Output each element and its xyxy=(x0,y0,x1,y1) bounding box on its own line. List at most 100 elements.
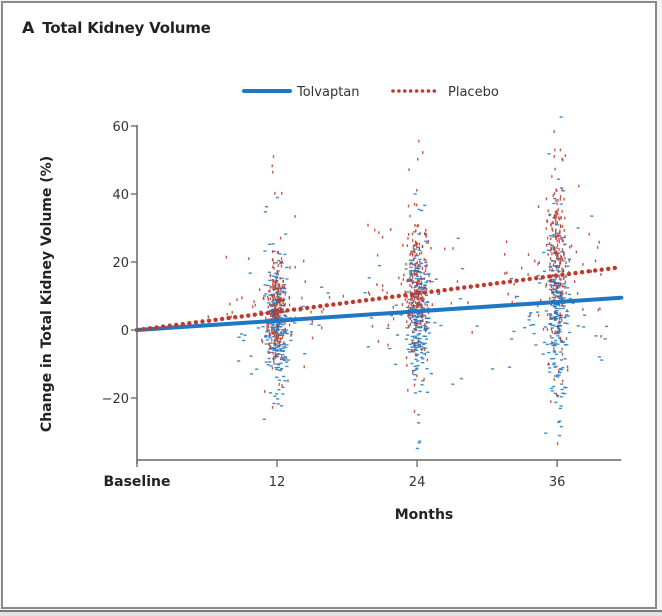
placebo-point xyxy=(304,280,307,284)
placebo-point xyxy=(559,312,561,316)
tolvaptan-point xyxy=(571,302,575,304)
tolvaptan-point xyxy=(558,325,562,327)
tolvaptan-point xyxy=(423,265,427,267)
placebo-point xyxy=(566,368,569,372)
placebo-point xyxy=(559,231,561,235)
placebo-point xyxy=(414,300,417,304)
placebo-point xyxy=(551,291,553,295)
tolvaptan-point xyxy=(436,293,441,295)
placebo-point xyxy=(406,300,408,304)
tolvaptan-point xyxy=(542,341,547,344)
tolvaptan-point xyxy=(414,296,418,298)
placebo-point xyxy=(420,293,423,296)
placebo-trend-dot xyxy=(586,269,591,274)
placebo-point xyxy=(421,267,424,270)
tolvaptan-point xyxy=(275,350,279,352)
tolvaptan-point xyxy=(284,316,288,318)
tolvaptan-point xyxy=(275,274,279,276)
placebo-point xyxy=(389,228,392,231)
placebo-point xyxy=(547,362,550,365)
placebo-point xyxy=(560,318,563,322)
placebo-point xyxy=(414,297,416,301)
tolvaptan-point xyxy=(279,405,284,407)
tolvaptan-point xyxy=(420,345,424,348)
placebo-point xyxy=(406,295,408,299)
tolvaptan-point xyxy=(410,346,414,348)
tolvaptan-point xyxy=(559,368,563,370)
tolvaptan-point xyxy=(410,269,414,272)
placebo-point xyxy=(280,297,282,300)
tolvaptan-point xyxy=(417,333,422,335)
placebo-point xyxy=(398,276,400,280)
placebo-point xyxy=(405,356,408,360)
placebo-point xyxy=(555,189,558,192)
placebo-point xyxy=(322,307,325,311)
placebo-trend-dot xyxy=(560,272,565,277)
tolvaptan-point xyxy=(366,346,370,348)
tolvaptan-point xyxy=(550,244,555,247)
placebo-point xyxy=(545,282,548,286)
placebo-point xyxy=(561,303,564,306)
tolvaptan-point xyxy=(271,324,275,327)
y-tick-label: 0 xyxy=(121,324,129,339)
placebo-point xyxy=(281,298,283,302)
placebo-point xyxy=(412,280,415,284)
placebo-point xyxy=(549,297,551,300)
tolvaptan-point xyxy=(276,328,280,330)
tolvaptan-point xyxy=(256,327,261,329)
tolvaptan-point xyxy=(268,279,272,282)
tolvaptan-point xyxy=(551,291,555,294)
tolvaptan-point xyxy=(417,267,421,270)
placebo-trend-dot xyxy=(390,294,395,300)
placebo-point xyxy=(417,224,420,227)
tolvaptan-point xyxy=(274,366,278,369)
tolvaptan-point xyxy=(414,368,418,371)
placebo-point xyxy=(368,293,371,296)
tolvaptan-point xyxy=(414,318,418,320)
tolvaptan-point xyxy=(552,385,556,388)
placebo-point xyxy=(514,295,517,299)
placebo-point xyxy=(450,301,453,305)
placebo-point xyxy=(411,297,414,301)
placebo-trend-dot xyxy=(579,269,585,275)
tolvaptan-point xyxy=(542,270,547,272)
tolvaptan-point xyxy=(560,368,564,371)
tolvaptan-point xyxy=(417,343,421,346)
tolvaptan-point xyxy=(557,421,561,424)
tolvaptan-point xyxy=(264,336,268,338)
placebo-point xyxy=(267,350,269,354)
placebo-point xyxy=(558,329,561,333)
placebo-point xyxy=(269,273,272,277)
y-axis-title: Change in Total Kidney Volume (%) xyxy=(39,156,55,432)
placebo-trend-dot xyxy=(304,305,310,311)
placebo-point xyxy=(401,303,404,306)
tolvaptan-point xyxy=(405,327,409,329)
placebo-point xyxy=(560,314,562,318)
placebo-point xyxy=(274,331,277,335)
placebo-trend-dot xyxy=(376,296,382,301)
placebo-point xyxy=(413,248,415,252)
y-tick-label: 60 xyxy=(112,120,129,135)
y-tick-label: 20 xyxy=(112,256,129,271)
tolvaptan-point xyxy=(407,324,411,327)
placebo-point xyxy=(272,279,275,282)
placebo-point xyxy=(277,340,279,344)
placebo-point xyxy=(408,325,410,329)
tolvaptan-point xyxy=(418,326,422,329)
placebo-point xyxy=(279,337,282,341)
placebo-point xyxy=(546,328,549,331)
tolvaptan-point xyxy=(426,351,430,353)
placebo-point xyxy=(545,197,548,201)
tolvaptan-point xyxy=(275,326,279,329)
placebo-trend-dot xyxy=(612,265,617,271)
placebo-point xyxy=(276,280,278,284)
tolvaptan-point xyxy=(276,322,280,324)
placebo-point xyxy=(558,237,560,241)
tolvaptan-point xyxy=(275,299,279,302)
placebo-point xyxy=(409,284,411,287)
placebo-point xyxy=(274,305,276,309)
placebo-point xyxy=(560,237,562,240)
placebo-point xyxy=(550,316,553,320)
tolvaptan-point xyxy=(424,281,428,284)
legend-placebo-dot xyxy=(414,89,419,93)
